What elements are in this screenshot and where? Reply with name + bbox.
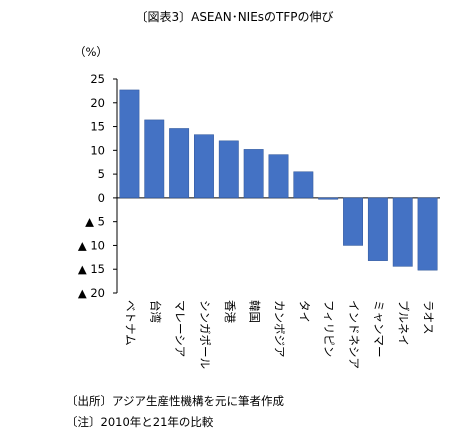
category-label: ベトナム [123,300,137,346]
y-tick-labels: 25 20 15 10 5 0 ▲ 5 ▲ 10 ▲ 15 ▲ 20 [78,72,105,300]
category-label: マレーシア [173,300,187,357]
source-note: 〔出所〕アジア生産性機構を元に筆者作成 [66,394,285,408]
category-label: 韓国 [248,300,262,323]
y-tick-label: 10 [90,143,105,157]
bar [218,140,239,199]
y-tick-label: ▲ 5 [85,215,105,229]
chart-title: 〔図表3〕ASEAN･NIEsのTFPの伸び [135,10,334,24]
y-tick-label: ▲ 10 [78,238,105,252]
bar [119,89,140,199]
category-label: ミャンマー [372,300,386,358]
bar [318,197,339,200]
y-tick-label: ▲ 20 [78,286,105,300]
category-label: タイ [297,300,311,323]
bar-chart: 25 20 15 10 5 0 ▲ 5 ▲ 10 ▲ 15 ▲ 20 ベトナム 台湾 マレーシア シンガ… [74,45,440,369]
category-labels: ベトナム 台湾 マレーシア シンガポール 香港 韓国 カンボジア タイ フィリピン インドネシアミ… [123,300,435,369]
y-tick-label: 5 [98,167,105,181]
bar [293,171,314,199]
bar [243,149,264,199]
bars [119,89,438,271]
footnote: 〔注〕2010年と21年の比較 [66,415,214,429]
y-tick-label: ▲ 15 [78,262,105,276]
bar [194,134,214,199]
y-tick-label: 0 [98,191,105,205]
category-label: ブルネイ [397,300,411,346]
bar [144,119,165,199]
category-label: ラオス [422,300,436,335]
category-label: フィリピン [322,300,336,357]
category-label: 台湾 [148,300,162,323]
bar [343,197,363,246]
y-tick-label: 25 [90,72,105,86]
y-unit-label: （%） [74,45,108,59]
category-label: カンボジア [273,300,287,358]
y-tick-label: 20 [90,96,105,110]
category-label: シンガポール [198,300,212,369]
category-label: 香港 [223,300,237,323]
bar [417,197,438,271]
bar [367,197,388,261]
bar [268,154,289,199]
bar [169,128,190,199]
category-label: インドネシア [347,300,361,369]
bar [392,197,413,267]
y-tick-label: 15 [90,120,105,134]
